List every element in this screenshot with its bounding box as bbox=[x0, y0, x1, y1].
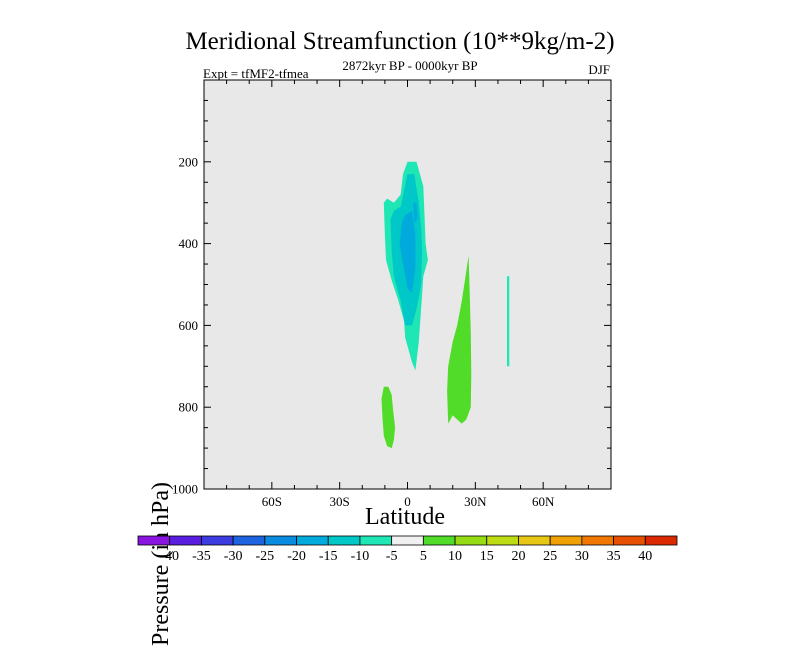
axis-ticks: 60S 30S 0 30N 60N 200 400 600 800 1000 bbox=[172, 80, 611, 509]
x-tick-label: 30S bbox=[330, 494, 350, 509]
colorbar-swatch bbox=[644, 535, 678, 546]
colorbar-swatch bbox=[391, 535, 424, 546]
colorbar-label: -40 bbox=[160, 549, 179, 564]
colorbar-swatch bbox=[232, 535, 266, 546]
colorbar-swatch bbox=[359, 535, 393, 546]
experiment-label: Expt = tfMF2-tfmea bbox=[203, 66, 309, 81]
x-tick-label: 0 bbox=[404, 494, 411, 509]
colorbar-swatch bbox=[327, 535, 361, 546]
colorbar-label: -5 bbox=[386, 549, 398, 564]
colorbar-swatch bbox=[549, 535, 583, 546]
colorbar-swatch bbox=[486, 535, 519, 546]
colorbar: -40 -35 -30 -25 -20 -15 -10 -5 5 10 15 20 25 30 35 40 bbox=[137, 535, 678, 564]
x-tick-label: 60S bbox=[262, 494, 282, 509]
colorbar-swatch bbox=[296, 535, 329, 546]
colorbar-swatch bbox=[264, 535, 297, 546]
x-tick-label: 30N bbox=[464, 494, 487, 509]
colorbar-label: 15 bbox=[480, 549, 494, 564]
colorbar-label: 10 bbox=[448, 549, 462, 564]
colorbar-swatch bbox=[422, 535, 456, 546]
chart-title: Meridional Streamfunction (10**9kg/m-2) bbox=[185, 28, 615, 55]
colorbar-label: 35 bbox=[607, 549, 621, 564]
y-tick-label: 200 bbox=[179, 154, 199, 169]
season-label: DJF bbox=[588, 62, 610, 77]
y-tick-label: 800 bbox=[179, 400, 199, 415]
colorbar-label: -25 bbox=[255, 549, 274, 564]
contour-surface-positive-cell bbox=[381, 386, 396, 449]
x-axis-label: Latitude bbox=[365, 504, 445, 530]
y-tick-label: 1000 bbox=[172, 482, 198, 497]
colorbar-swatch bbox=[581, 535, 614, 546]
contour-regions bbox=[381, 161, 510, 449]
colorbar-swatch bbox=[169, 535, 202, 546]
contour-tropical-negative-inner bbox=[399, 210, 416, 293]
y-tick-label: 600 bbox=[179, 318, 199, 333]
colorbar-swatch bbox=[454, 535, 488, 546]
colorbar-label: 20 bbox=[511, 549, 525, 564]
y-tick-label: 400 bbox=[179, 236, 199, 251]
colorbar-label: 40 bbox=[638, 549, 652, 564]
colorbar-label: -15 bbox=[319, 549, 338, 564]
colorbar-swatch bbox=[613, 535, 646, 546]
colorbar-label: -35 bbox=[192, 549, 211, 564]
colorbar-label: -10 bbox=[351, 549, 370, 564]
colorbar-swatch bbox=[518, 535, 551, 546]
x-tick-label: 60N bbox=[532, 494, 555, 509]
colorbar-label: 30 bbox=[575, 549, 589, 564]
colorbar-label: 25 bbox=[543, 549, 557, 564]
colorbar-swatch bbox=[201, 535, 234, 546]
colorbar-label: -30 bbox=[224, 549, 243, 564]
period-label: 2872kyr BP - 0000kyr BP bbox=[342, 58, 478, 73]
contour-subtropical-positive-cell bbox=[447, 255, 472, 424]
colorbar-label: -20 bbox=[287, 549, 306, 564]
colorbar-swatch bbox=[137, 535, 171, 546]
colorbar-label: 5 bbox=[420, 549, 427, 564]
contour-tropical-negative-small bbox=[413, 202, 418, 224]
contour-midlatitude-negative-sliver bbox=[507, 276, 510, 367]
